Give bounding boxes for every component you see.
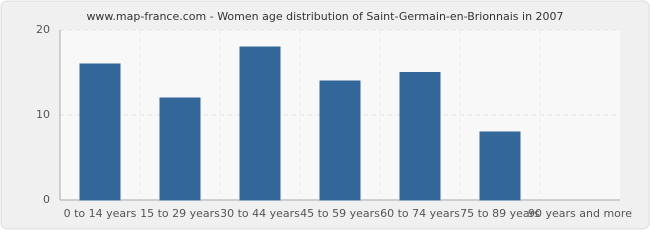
- bar: [79, 63, 121, 201]
- bar: [319, 80, 361, 201]
- bar: [479, 131, 521, 201]
- y-tick-label: 20: [36, 23, 50, 36]
- bar: [159, 97, 201, 201]
- y-tick-label: 0: [43, 193, 50, 206]
- page: {"chart_data": {"type": "bar", "title": …: [0, 0, 650, 230]
- x-tick-label: 60 to 74 years: [380, 207, 460, 220]
- x-tick-label: 15 to 29 years: [140, 207, 220, 220]
- x-tick-label: 30 to 44 years: [220, 207, 300, 220]
- x-tick-label: 0 to 14 years: [64, 207, 137, 220]
- y-tick-label: 10: [36, 108, 50, 121]
- bar: [399, 72, 441, 201]
- chart: www.map-france.com - Women age distribut…: [0, 0, 650, 230]
- x-tick-label: 45 to 59 years: [300, 207, 380, 220]
- bar: [239, 46, 281, 201]
- chart-title: www.map-france.com - Women age distribut…: [86, 10, 563, 23]
- x-tick-label: 90 years and more: [528, 207, 632, 220]
- x-tick-label: 75 to 89 years: [460, 207, 540, 220]
